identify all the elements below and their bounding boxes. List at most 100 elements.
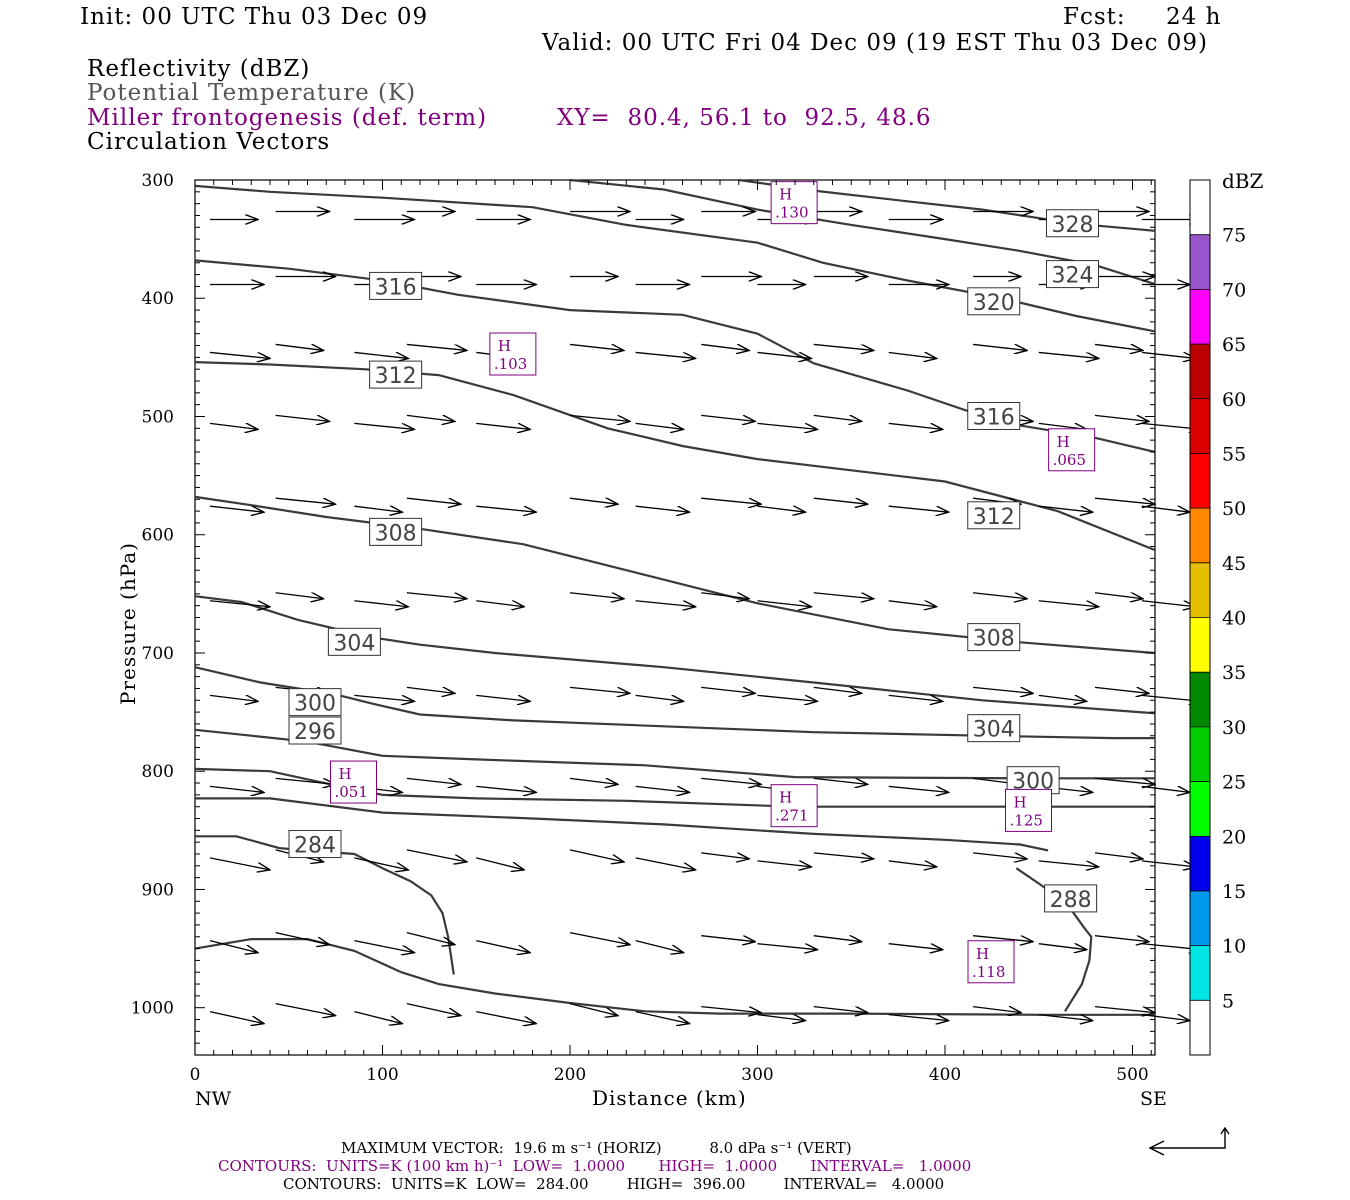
circulation-vector <box>476 940 530 953</box>
circulation-vector <box>1141 860 1196 867</box>
circulation-vector <box>757 1013 806 1021</box>
circulation-vector <box>354 505 402 512</box>
circulation-vector <box>813 852 874 859</box>
circulation-vector <box>1038 1013 1093 1021</box>
circulation-vector <box>973 1005 1021 1013</box>
fronto-max-label: H <box>498 337 511 355</box>
circulation-vector <box>1038 860 1099 867</box>
circulation-vector <box>701 343 749 350</box>
circulation-vector <box>476 1010 536 1024</box>
circulation-vector <box>354 1010 402 1024</box>
theta-contour-320 <box>194 184 1156 333</box>
colorbar-level-label: 40 <box>1222 608 1246 630</box>
circulation-vector <box>701 1005 761 1013</box>
circulation-vector <box>1094 852 1143 859</box>
x-tick-label: 200 <box>554 1065 586 1085</box>
fronto-max-box <box>770 784 818 828</box>
circulation-vector <box>569 849 624 862</box>
contour-label: 284 <box>294 834 336 859</box>
y-tick-label: 600 <box>142 526 174 546</box>
circulation-vector <box>888 1013 949 1021</box>
fronto-max-value: .118 <box>972 963 1005 981</box>
fronto-max-label: H <box>1057 433 1070 451</box>
fronto-max-value: .051 <box>335 783 368 801</box>
colorbar-swatch <box>1190 562 1210 618</box>
fronto-max-label: H <box>339 765 352 783</box>
circulation-vector <box>813 935 862 942</box>
contour-label: 312 <box>973 505 1015 530</box>
circulation-vector <box>275 497 336 504</box>
fronto-max-value: .103 <box>494 355 527 373</box>
fronto-max-value: .065 <box>1053 451 1086 469</box>
circulation-vector <box>973 852 1027 859</box>
circulation-vector <box>757 860 812 867</box>
fronto-max-box <box>1005 788 1052 832</box>
circulation-vector <box>275 777 336 784</box>
fronto-max-label: H <box>779 186 792 204</box>
y-tick-label: 400 <box>142 289 174 309</box>
circulation-vector <box>757 351 812 358</box>
contour-label: 316 <box>973 405 1015 430</box>
contour-label: 288 <box>1050 888 1092 913</box>
colorbar-level-label: 35 <box>1222 662 1246 684</box>
circulation-vector <box>406 849 467 862</box>
circulation-vector <box>757 694 818 701</box>
colorbar-level-label: 65 <box>1222 334 1246 356</box>
contour-label: 296 <box>294 720 336 745</box>
contour-label-box <box>288 716 342 745</box>
circulation-vector <box>1038 943 1087 950</box>
colorbar-swatch <box>1190 836 1210 891</box>
y-tick-label: 800 <box>142 762 174 782</box>
colorbar-level-label: 5 <box>1222 990 1234 1012</box>
circulation-vector <box>1094 592 1143 599</box>
colorbar-swatch <box>1190 672 1210 727</box>
circulation-vector <box>701 935 755 942</box>
circulation-vector <box>973 592 1027 599</box>
cross-section-endpoints: XY= 80.4, 56.1 to 92.5, 48.6 <box>557 105 932 131</box>
circulation-vector <box>354 351 408 358</box>
legend-vectors: Circulation Vectors <box>87 129 331 155</box>
contour-label: 312 <box>375 364 417 389</box>
colorbar-level-label: 70 <box>1222 279 1246 301</box>
colorbar-level-label: 45 <box>1222 553 1246 575</box>
circulation-vector <box>757 600 812 607</box>
circulation-vector <box>701 592 749 599</box>
circulation-vector <box>354 857 408 870</box>
init-time: Init: 00 UTC Thu 03 Dec 09 <box>80 4 429 30</box>
contour-label: 304 <box>333 631 375 656</box>
theta-contour-296 <box>194 728 1155 780</box>
circulation-vector <box>569 932 630 945</box>
circulation-vector <box>354 422 414 429</box>
circulation-vector <box>275 1002 336 1016</box>
contour-label-box <box>327 627 381 656</box>
circulation-vector <box>1094 686 1149 693</box>
colorbar-swatch <box>1190 945 1210 1001</box>
circulation-vector <box>209 940 258 953</box>
contour-label: 316 <box>375 275 417 300</box>
circulation-vector <box>813 592 874 599</box>
colorbar-swatch <box>1190 617 1210 673</box>
circulation-vector <box>209 857 270 870</box>
circulation-vector <box>813 777 868 784</box>
max-vector-note: MAXIMUM VECTOR: 19.6 m s⁻¹ (HORIZ) 8.0 d… <box>341 1139 852 1157</box>
colorbar-swatch <box>1190 453 1210 509</box>
contour-label-box <box>967 714 1021 743</box>
circulation-vector <box>701 414 755 421</box>
circulation-vector <box>757 505 806 512</box>
circulation-vector <box>209 785 264 792</box>
circulation-vector <box>476 600 524 607</box>
circulation-vector <box>209 694 258 701</box>
circulation-vector <box>406 1002 461 1016</box>
contour-label-box <box>967 501 1021 530</box>
circulation-vector <box>813 686 862 693</box>
y-tick-label: 1000 <box>131 999 174 1019</box>
fronto-max-label: H <box>1014 793 1027 811</box>
colorbar-swatch <box>1190 398 1210 454</box>
circulation-vector <box>275 932 330 945</box>
colorbar-swatch <box>1190 508 1210 563</box>
contour-label-box <box>369 360 423 389</box>
circulation-vector <box>1141 351 1196 358</box>
circulation-vector <box>275 592 324 599</box>
